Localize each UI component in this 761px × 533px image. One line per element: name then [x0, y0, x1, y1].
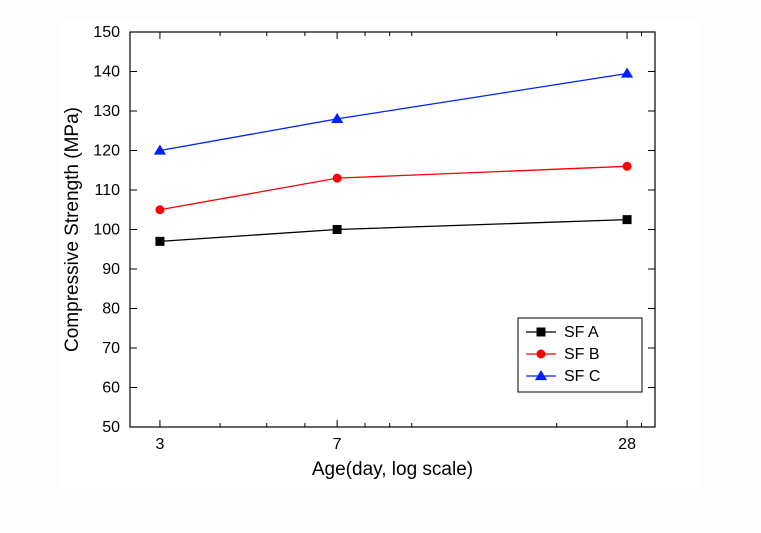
x-tick-label: 28 — [618, 436, 636, 453]
marker-square — [156, 237, 164, 245]
series-line — [160, 73, 627, 150]
y-tick-label: 50 — [102, 419, 120, 436]
marker-square — [333, 226, 341, 234]
y-tick-label: 150 — [93, 24, 120, 41]
series-sf-b — [156, 162, 631, 213]
x-axis-label: Age(day, log scale) — [312, 459, 473, 480]
legend-label: SF C — [564, 368, 600, 385]
x-tick-label: 3 — [155, 436, 164, 453]
y-tick-label: 130 — [93, 103, 120, 120]
line-chart: 50 60 70 80 90 100 110 120 130 140 150 3 7 28 Compress… — [60, 20, 700, 490]
marker-circle — [623, 162, 631, 170]
y-tick-label: 80 — [102, 301, 120, 318]
chart-container: 50 60 70 80 90 100 110 120 130 140 150 3 7 28 Compress… — [60, 20, 700, 490]
y-axis-label: Compressive Strength (MPa) — [62, 107, 83, 352]
series-line — [160, 166, 627, 209]
marker-circle — [537, 350, 545, 358]
legend-label: SF B — [564, 346, 600, 363]
y-tick-label: 110 — [94, 182, 120, 199]
y-tick-label: 100 — [93, 222, 120, 239]
series-line — [160, 220, 627, 242]
marker-circle — [156, 206, 164, 214]
legend: SF A SF B SF C — [518, 318, 642, 392]
series-sf-a — [156, 216, 631, 246]
marker-square — [537, 328, 545, 336]
marker-triangle — [622, 68, 632, 77]
marker-square — [623, 216, 631, 224]
series-sf-c — [155, 68, 633, 154]
marker-circle — [333, 174, 341, 182]
y-tick-label: 90 — [102, 261, 120, 278]
y-tick-label: 140 — [93, 64, 120, 81]
x-tick-label: 7 — [333, 436, 342, 453]
legend-label: SF A — [564, 324, 599, 341]
marker-triangle — [536, 371, 546, 380]
y-tick-label: 70 — [102, 340, 120, 357]
y-tick-label: 60 — [102, 380, 120, 397]
y-tick-label: 120 — [93, 143, 120, 160]
